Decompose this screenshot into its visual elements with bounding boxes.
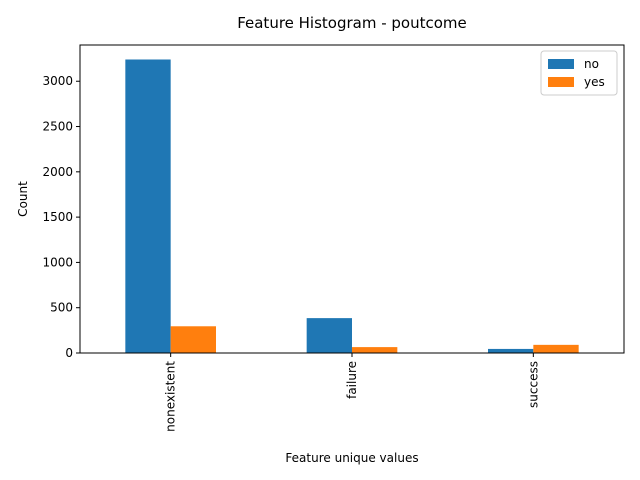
y-axis-label: Count — [16, 181, 30, 217]
bar-no-nonexistent — [125, 59, 171, 354]
x-tick-label-nonexistent: nonexistent — [164, 361, 178, 432]
x-tick-label-success: success — [526, 361, 540, 408]
bar-no-success — [488, 348, 534, 353]
legend-swatch-yes — [548, 77, 574, 87]
legend-box — [540, 50, 618, 96]
chart-title: Feature Histogram - poutcome — [237, 14, 467, 32]
y-axis: 0 500 1000 1500 2000 2500 3000 — [42, 74, 80, 360]
bar-yes-nonexistent — [170, 326, 216, 353]
legend-label-yes: yes — [584, 75, 605, 89]
y-tick-label: 1500 — [42, 210, 73, 224]
bar-no-failure — [306, 318, 352, 353]
bar-yes-success — [533, 344, 579, 353]
legend-label-no: no — [584, 57, 599, 71]
y-tick-label: 1000 — [42, 255, 73, 269]
y-tick-label: 500 — [50, 301, 73, 315]
bars-group — [125, 59, 579, 354]
y-tick-label: 0 — [65, 346, 73, 360]
legend-swatch-no — [548, 59, 574, 69]
bar-yes-failure — [352, 347, 398, 353]
x-tick-label-failure: failure — [345, 361, 359, 399]
x-axis-label: Feature unique values — [285, 451, 418, 465]
y-tick-label: 2500 — [42, 120, 73, 134]
legend: no yes — [540, 50, 618, 96]
y-tick-label: 2000 — [42, 165, 73, 179]
y-tick-label: 3000 — [42, 74, 73, 88]
x-axis: nonexistent failure success — [164, 353, 540, 432]
